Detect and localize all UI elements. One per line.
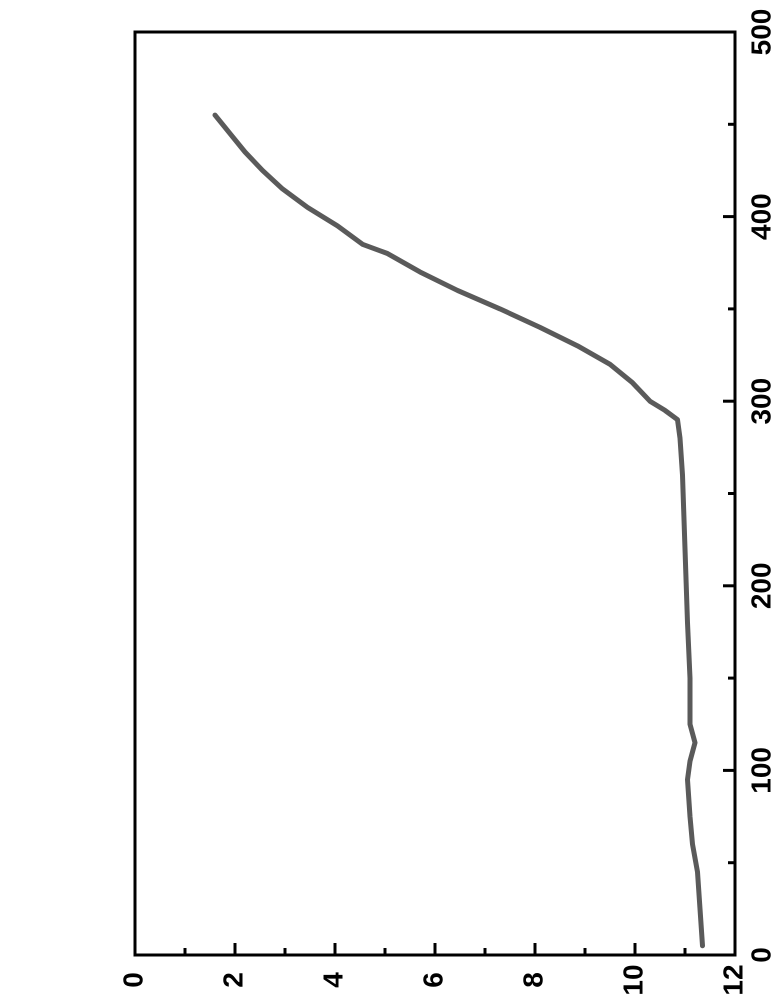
svg-text:300: 300 xyxy=(745,378,776,425)
svg-text:0: 0 xyxy=(117,972,148,988)
svg-text:4: 4 xyxy=(317,972,348,988)
svg-text:6: 6 xyxy=(417,972,448,988)
svg-text:10: 10 xyxy=(617,964,648,995)
svg-text:0: 0 xyxy=(745,947,776,963)
svg-text:100: 100 xyxy=(745,747,776,794)
svg-text:12: 12 xyxy=(717,964,748,995)
svg-text:8: 8 xyxy=(517,972,548,988)
line-chart: 0 100 200 300 400 500 T 0 2 4 6 8 10 12 xyxy=(0,0,781,1000)
chart-container: 0 100 200 300 400 500 T 0 2 4 6 8 10 12 xyxy=(0,0,781,1000)
svg-text:400: 400 xyxy=(745,193,776,240)
svg-text:500: 500 xyxy=(745,9,776,56)
svg-text:2: 2 xyxy=(217,972,248,988)
svg-text:200: 200 xyxy=(745,562,776,609)
svg-text:T: T xyxy=(777,483,781,503)
